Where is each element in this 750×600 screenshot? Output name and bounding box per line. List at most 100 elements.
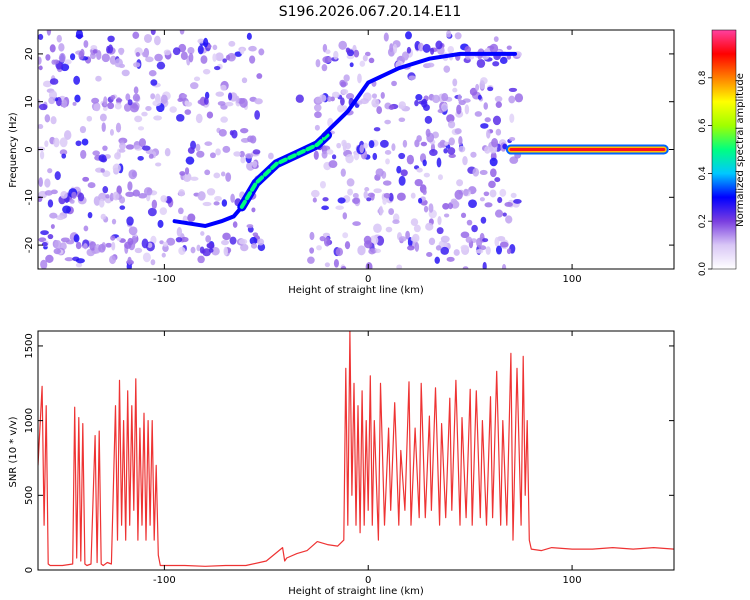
spectrogram-cell [50,224,55,229]
spectrogram-cell [240,156,246,164]
spectrogram-cell [44,140,49,148]
spectrogram-cell [488,180,496,189]
spectrogram-cell [447,202,454,210]
spectrogram-cell [400,169,408,177]
spectrogram-cell [141,111,148,117]
spectrogram-cell [436,227,444,235]
spectrogram-cell [215,91,225,97]
spectrogram-cell [193,76,201,82]
spectrogram-cell [81,138,89,146]
spectrogram-cell [425,222,434,231]
spectrogram-cell [405,230,410,240]
spectrogram-cell [107,44,114,54]
spectrogram-cell [435,40,443,50]
spectrogram-cell [222,58,227,63]
spectrogram-cell [75,140,82,147]
spectrogram-cell [119,142,126,150]
spectrogram-cell [150,93,156,100]
spectrogram-cell [116,236,122,241]
spectrogram-cell [48,96,56,105]
spectrogram-cell [453,249,460,256]
spectrogram-cell [184,109,192,115]
spectrogram-cell [132,189,140,197]
spectrogram-cell [365,262,373,269]
spectrogram-cell [190,82,199,90]
spectrogram-cell [367,192,375,198]
spectrogram-cell [251,242,258,249]
spectrogram-cell [495,101,502,109]
colorbar-tick-label: 0.8 [698,70,708,85]
spectrogram-cell [206,188,216,196]
spectrogram-cell [132,93,140,102]
spectrogram-cell [213,201,220,206]
spectrogram-cell [321,205,329,211]
spectrogram-cell [342,105,348,112]
spectrogram-cell [222,145,231,153]
spectrogram-cell [448,153,456,159]
spectrogram-cell [391,143,396,152]
spectrogram-cell [363,240,373,249]
spectrogram-cell [155,162,162,167]
spectrogram-cell [92,150,100,156]
spectrogram-cell [254,98,263,105]
spectrogram-y-tick-label: 10 [24,95,35,108]
colorbar: 0.0 0.2 0.4 0.6 0.8 Normalized spectral ampl… [698,29,746,276]
spectrogram-cell [197,191,206,201]
spectrogram-cell [388,105,395,111]
spectrogram-cell [80,149,87,159]
spectrogram-cell [47,199,54,208]
spectrogram-cell [38,124,44,130]
spectrogram-cell [110,235,116,241]
spectrogram-cell [443,148,448,154]
spectrogram-cell [134,247,143,254]
spectrogram-cell [398,117,406,122]
spectrogram-cell [460,212,467,219]
snr-x-tick-label: 100 [563,575,582,586]
spectrogram-cell [368,57,375,64]
spectrogram-x-tick-label: 100 [563,274,582,285]
spectrogram-cell [465,236,473,243]
spectrogram-cell [176,227,183,237]
spectrogram-cell [410,218,419,227]
spectrogram-cell [49,44,56,53]
spectrogram-cell [341,89,349,95]
spectrogram-cell [396,192,406,201]
colorbar-label: Normalized spectral amplitude [735,73,746,227]
spectrogram-cell [157,219,164,228]
spectrogram-cell [63,130,72,140]
spectrogram-cell [479,169,488,176]
colorbar-tick-label: 0.4 [698,166,708,181]
spectrogram-cell [190,246,196,254]
spectrogram-cell [135,52,141,57]
colorbar-gradient [711,29,737,270]
spectrogram-cell [391,80,397,87]
spectrogram-cell [217,101,226,106]
spectrogram-cell [188,52,194,63]
spectrogram-cell [100,213,107,220]
spectrogram-cell [385,158,390,165]
spectrogram-cell [480,216,487,224]
spectrogram-cell [53,248,61,255]
spectrogram-cell [325,49,331,55]
spectrogram-cell [164,148,171,157]
spectrogram-cell [202,248,211,257]
spectrogram-cell [371,93,378,99]
colorbar-tick-label: 0.2 [698,214,708,228]
spectrogram-cell [309,231,315,241]
spectrogram-cell [176,114,185,122]
ridge-mid-track [321,51,517,138]
spectrogram-cell [121,69,130,77]
spectrogram-cell [436,157,442,168]
spectrogram-cell [425,128,431,138]
spectrogram-cell [345,153,354,164]
spectrogram-cell [59,137,68,148]
spectrogram-cell [214,196,222,202]
spectrogram-cell [95,75,102,82]
spectrogram-cell [435,245,442,251]
spectrogram-cell [127,237,134,246]
spectrogram-cell [46,30,52,36]
spectrogram-cell [206,242,215,249]
spectrogram-cell [148,153,154,159]
spectrogram-cell [98,198,105,208]
